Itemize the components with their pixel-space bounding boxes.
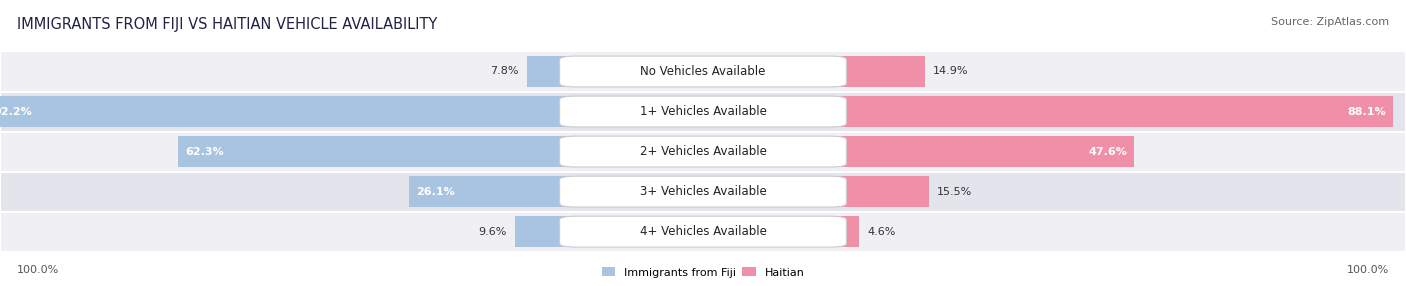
Bar bbox=[0, 212, 1406, 252]
Text: Source: ZipAtlas.com: Source: ZipAtlas.com bbox=[1271, 17, 1389, 27]
Text: 3+ Vehicles Available: 3+ Vehicles Available bbox=[640, 185, 766, 198]
Text: 4.6%: 4.6% bbox=[868, 227, 896, 237]
Bar bbox=[0, 172, 1406, 212]
Text: 14.9%: 14.9% bbox=[934, 67, 969, 76]
Bar bbox=[0, 51, 1406, 92]
Text: 26.1%: 26.1% bbox=[416, 187, 456, 196]
Bar bbox=[830, 56, 925, 87]
Bar bbox=[179, 136, 576, 167]
Text: 100.0%: 100.0% bbox=[17, 265, 59, 275]
Text: 7.8%: 7.8% bbox=[489, 67, 519, 76]
FancyBboxPatch shape bbox=[560, 136, 846, 167]
Text: No Vehicles Available: No Vehicles Available bbox=[640, 65, 766, 78]
Bar bbox=[0, 132, 1406, 172]
Legend: Immigrants from Fiji, Haitian: Immigrants from Fiji, Haitian bbox=[602, 267, 804, 278]
Text: 15.5%: 15.5% bbox=[938, 187, 973, 196]
Text: IMMIGRANTS FROM FIJI VS HAITIAN VEHICLE AVAILABILITY: IMMIGRANTS FROM FIJI VS HAITIAN VEHICLE … bbox=[17, 17, 437, 32]
Bar bbox=[515, 217, 576, 247]
Bar bbox=[830, 136, 1135, 167]
Text: 100.0%: 100.0% bbox=[1347, 265, 1389, 275]
FancyBboxPatch shape bbox=[560, 176, 846, 207]
Bar bbox=[830, 217, 859, 247]
Text: 2+ Vehicles Available: 2+ Vehicles Available bbox=[640, 145, 766, 158]
Bar bbox=[830, 176, 929, 207]
FancyBboxPatch shape bbox=[560, 96, 846, 127]
Text: 47.6%: 47.6% bbox=[1088, 147, 1128, 156]
Bar bbox=[830, 96, 1393, 127]
Bar bbox=[409, 176, 576, 207]
FancyBboxPatch shape bbox=[560, 56, 846, 87]
Text: 4+ Vehicles Available: 4+ Vehicles Available bbox=[640, 225, 766, 238]
Bar bbox=[527, 56, 576, 87]
Text: 9.6%: 9.6% bbox=[478, 227, 506, 237]
Bar bbox=[0, 92, 1406, 132]
FancyBboxPatch shape bbox=[560, 216, 846, 247]
Text: 88.1%: 88.1% bbox=[1347, 107, 1386, 116]
Text: 1+ Vehicles Available: 1+ Vehicles Available bbox=[640, 105, 766, 118]
Bar bbox=[0, 96, 576, 127]
Text: 62.3%: 62.3% bbox=[186, 147, 224, 156]
Text: 92.2%: 92.2% bbox=[0, 107, 32, 116]
